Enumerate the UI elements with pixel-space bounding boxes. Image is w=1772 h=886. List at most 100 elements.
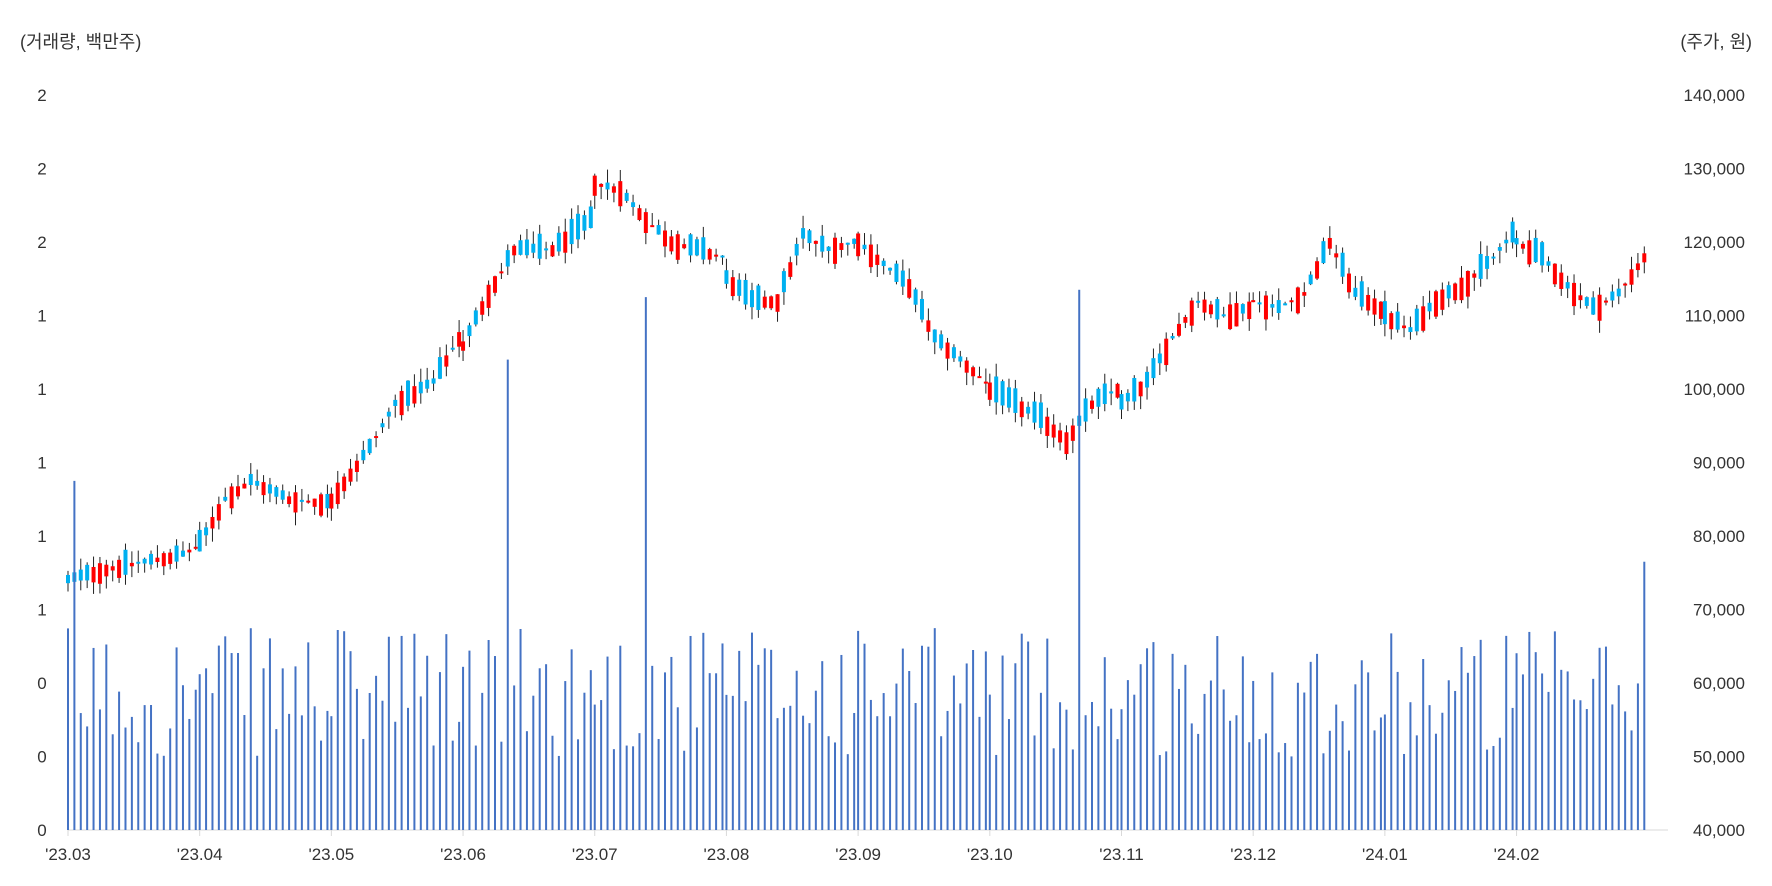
volume-bar bbox=[137, 742, 140, 830]
candle-body bbox=[907, 279, 912, 298]
candle-body bbox=[1115, 383, 1120, 398]
candle-body bbox=[1485, 256, 1490, 269]
volume-bar bbox=[1252, 680, 1255, 830]
candle-body bbox=[1132, 377, 1137, 402]
candle-body bbox=[1414, 308, 1419, 332]
volume-bar bbox=[1222, 689, 1225, 830]
candle-body bbox=[1504, 239, 1509, 244]
candle-body bbox=[1327, 237, 1332, 249]
volume-bar bbox=[224, 636, 227, 830]
volume-bar bbox=[1534, 652, 1537, 830]
candle-body bbox=[361, 449, 366, 461]
candle-body bbox=[129, 562, 134, 567]
volume-bar bbox=[1229, 720, 1232, 830]
volume-bar bbox=[1296, 682, 1299, 830]
volume-bar bbox=[802, 715, 805, 830]
volume-bar bbox=[612, 749, 615, 830]
candle-body bbox=[1472, 273, 1477, 278]
volume-bar bbox=[901, 648, 904, 830]
volume-bar bbox=[313, 706, 316, 830]
candle-body bbox=[1000, 381, 1005, 406]
volume-bar bbox=[1177, 688, 1180, 830]
candle-body bbox=[155, 557, 160, 562]
volume-bar bbox=[657, 739, 660, 830]
volume-bar bbox=[1126, 680, 1129, 830]
volume-bar bbox=[474, 745, 477, 830]
volume-bar bbox=[1383, 714, 1386, 830]
right-axis-unit-label: (주가, 원) bbox=[1680, 32, 1752, 52]
candle-body bbox=[1514, 238, 1519, 245]
volume-bar bbox=[355, 688, 358, 830]
candle-body bbox=[688, 234, 693, 256]
volume-bar bbox=[67, 628, 69, 830]
volume-bar bbox=[281, 668, 284, 830]
volume-bar bbox=[1158, 755, 1161, 830]
volume-bar bbox=[625, 745, 628, 830]
candle-body bbox=[1584, 297, 1589, 306]
volume-bar bbox=[130, 716, 133, 830]
candle-body bbox=[611, 186, 616, 193]
volume-bar bbox=[1316, 653, 1319, 830]
candle-body bbox=[781, 271, 786, 293]
volume-bar bbox=[1396, 671, 1399, 830]
volume-bar bbox=[156, 753, 159, 830]
candle-body bbox=[919, 298, 924, 320]
candle-body bbox=[1597, 294, 1602, 321]
volume-bar bbox=[1235, 715, 1238, 830]
candle-body bbox=[1289, 300, 1294, 303]
volume-bar bbox=[368, 692, 371, 830]
candle-body bbox=[1070, 425, 1075, 441]
candle-body bbox=[1064, 432, 1069, 455]
candle-body bbox=[524, 239, 529, 256]
volume-bar bbox=[638, 733, 641, 830]
candle-body bbox=[1421, 306, 1426, 331]
candle-body bbox=[280, 490, 285, 500]
candle-body bbox=[1340, 252, 1345, 277]
candle-body bbox=[605, 182, 610, 190]
candle-body bbox=[210, 516, 215, 529]
volume-bar bbox=[1139, 664, 1142, 830]
candle-body bbox=[255, 480, 260, 486]
volume-bar bbox=[481, 692, 484, 830]
volume-bar bbox=[708, 673, 711, 830]
volume-bar bbox=[1611, 704, 1614, 830]
candle-body bbox=[380, 423, 385, 428]
candle-body bbox=[1623, 283, 1628, 286]
volume-bar bbox=[952, 675, 955, 830]
volume-bar bbox=[1636, 683, 1639, 830]
candle-body bbox=[1183, 317, 1188, 323]
candle-body bbox=[312, 498, 317, 507]
candle-body bbox=[437, 357, 442, 379]
candle-body bbox=[737, 279, 742, 296]
candle-body bbox=[1119, 394, 1124, 410]
candle-body bbox=[480, 301, 485, 315]
x-axis-tick-label: '23.06 bbox=[440, 845, 486, 864]
volume-bar bbox=[462, 666, 465, 830]
candle-body bbox=[512, 245, 517, 256]
candle-body bbox=[450, 347, 455, 350]
volume-bar bbox=[92, 647, 95, 830]
volume-bar bbox=[1059, 702, 1062, 830]
candle-body bbox=[987, 382, 992, 400]
volume-bar bbox=[789, 705, 792, 830]
candle-body bbox=[1497, 247, 1502, 251]
candle-body bbox=[374, 436, 379, 439]
volume-bar bbox=[570, 649, 573, 830]
candle-body bbox=[631, 202, 636, 208]
volume-bar bbox=[1277, 752, 1280, 830]
candle-body bbox=[1591, 297, 1596, 315]
candle-body bbox=[701, 237, 706, 260]
volume-bar bbox=[343, 631, 346, 830]
volume-bar bbox=[927, 646, 930, 830]
candle-body bbox=[801, 228, 806, 239]
candle-body bbox=[261, 482, 266, 496]
candle-body bbox=[91, 566, 96, 583]
candle-body bbox=[1402, 325, 1407, 329]
volume-bar bbox=[1014, 663, 1017, 830]
volume-bar bbox=[493, 656, 496, 830]
candle-body bbox=[274, 487, 279, 497]
candle-body bbox=[1465, 270, 1470, 297]
candle-body bbox=[85, 564, 90, 581]
